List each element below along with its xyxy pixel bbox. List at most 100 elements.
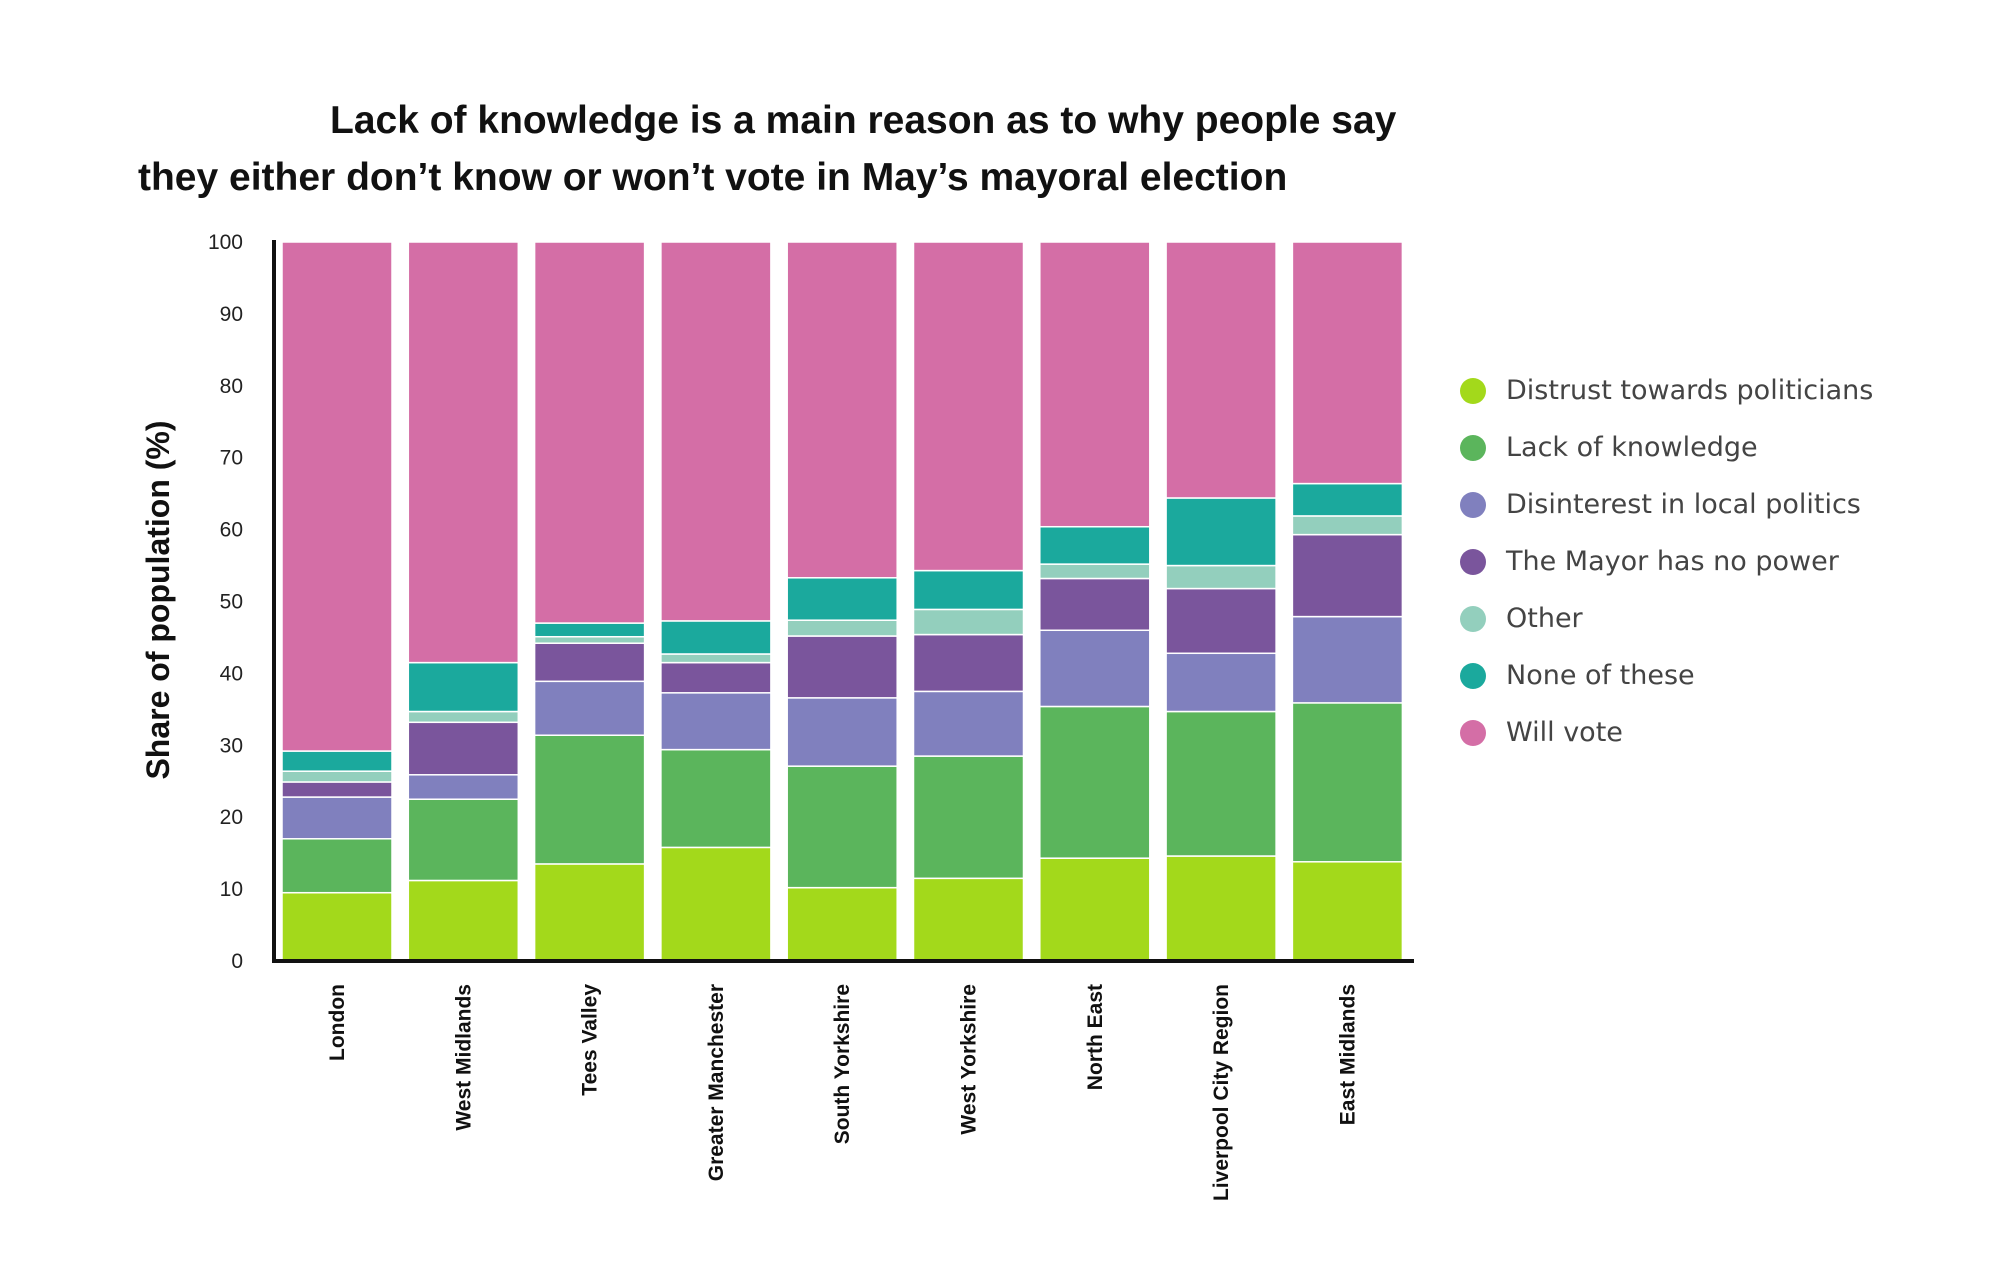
legend-item: Will vote — [1460, 704, 1873, 761]
bar-segment — [1039, 705, 1151, 859]
legend-item: Distrust towards politicians — [1460, 362, 1873, 419]
bar-segment — [407, 721, 520, 776]
bar-segment — [786, 697, 898, 767]
bar-segment — [660, 661, 772, 694]
bar-segment — [912, 755, 1025, 880]
legend-dot-icon — [1460, 491, 1486, 518]
bar-segment — [786, 241, 898, 579]
bar-segment — [533, 622, 646, 638]
x-category-label: East Midlands — [1336, 984, 1359, 1125]
chart-title: Lack of knowledge is a main reason as to… — [0, 92, 1440, 206]
legend-item: The Mayor has no power — [1460, 533, 1873, 590]
bar-segment — [533, 734, 646, 865]
y-tick-label: 10 — [220, 878, 243, 901]
bar-segment — [1165, 497, 1277, 567]
bar-segment — [407, 710, 520, 724]
bar-segment — [786, 577, 898, 621]
y-axis-label: Share of population (%) — [140, 420, 176, 779]
legend-label: Distrust towards politicians — [1506, 375, 1874, 406]
bar-segment — [407, 661, 520, 713]
bar-segment — [1039, 241, 1151, 528]
legend-label: Lack of knowledge — [1506, 432, 1758, 463]
bar-segment — [407, 241, 520, 664]
y-tick-label: 50 — [220, 591, 243, 614]
legend-dot-icon — [1460, 719, 1486, 746]
chart-title-line-2: they either don’t know or won’t vote in … — [138, 156, 1288, 199]
bar-segment — [1291, 482, 1404, 517]
y-tick-label: 40 — [220, 662, 243, 685]
y-tick-label: 0 — [231, 950, 243, 973]
x-category-labels: London West Midlands Tees Valley Greater Ma… — [326, 984, 1359, 1201]
legend-dot-icon — [1460, 662, 1486, 689]
bar-segment — [1291, 702, 1404, 863]
bar-segment — [533, 635, 646, 644]
bar-segment — [660, 692, 772, 751]
bar-segment — [533, 642, 646, 683]
y-tick-label: 70 — [220, 447, 243, 470]
bar-segment — [407, 798, 520, 882]
bar-segment — [912, 608, 1025, 636]
legend: Distrust towards politicians Lack of know… — [1460, 362, 1873, 761]
bar-segment — [281, 838, 393, 894]
legend-item: Disinterest in local politics — [1460, 476, 1873, 533]
legend-dot-icon — [1460, 434, 1486, 461]
bars-group — [281, 241, 1404, 962]
y-tick-label: 30 — [220, 734, 243, 757]
y-tick-label: 60 — [220, 519, 243, 542]
bar-segment — [533, 241, 646, 624]
x-category-label: South Yorkshire — [831, 984, 854, 1144]
bar-segment — [1165, 652, 1277, 713]
legend-label: None of these — [1506, 660, 1695, 691]
bar-segment — [660, 241, 772, 622]
y-tick-label: 90 — [220, 303, 243, 326]
legend-dot-icon — [1460, 605, 1486, 632]
bar-segment — [281, 770, 393, 783]
bar-segment — [407, 774, 520, 800]
legend-label: Disinterest in local politics — [1506, 489, 1861, 520]
bar-segment — [912, 877, 1025, 962]
y-tick-label: 100 — [208, 231, 243, 254]
legend-item: Lack of knowledge — [1460, 419, 1873, 476]
bar-segment — [1165, 855, 1277, 962]
bar-segment — [1039, 577, 1151, 632]
bar-segment — [281, 750, 393, 772]
bar-segment — [1039, 563, 1151, 580]
bar-segment — [1165, 587, 1277, 655]
bar-segment — [1291, 615, 1404, 704]
x-category-label: London — [326, 984, 349, 1061]
legend-dot-icon — [1460, 377, 1486, 404]
bar-segment — [660, 620, 772, 655]
bar-segment — [1291, 861, 1404, 962]
legend-label: Will vote — [1506, 717, 1623, 748]
x-category-label: Tees Valley — [579, 984, 602, 1096]
bar-segment — [281, 241, 393, 752]
x-category-label: West Yorkshire — [958, 984, 981, 1135]
legend-label: Other — [1506, 603, 1583, 634]
y-tick-label: 80 — [220, 375, 243, 398]
bar-segment — [660, 653, 772, 664]
bar-segment — [660, 846, 772, 962]
bar-segment — [533, 863, 646, 962]
bar-segment — [1165, 564, 1277, 590]
legend-item: Other — [1460, 590, 1873, 647]
legend-item: None of these — [1460, 647, 1873, 704]
bar-segment — [1039, 857, 1151, 962]
bar-segment — [1165, 710, 1277, 857]
bar-segment — [1039, 629, 1151, 708]
bar-segment — [912, 241, 1025, 572]
bar-segment — [1291, 533, 1404, 618]
bar-segment — [660, 748, 772, 849]
x-category-label: Liverpool City Region — [1210, 984, 1233, 1201]
bar-segment — [912, 569, 1025, 611]
bar-segment — [1291, 241, 1404, 485]
bar-segment — [407, 879, 520, 962]
bar-segment — [533, 680, 646, 736]
bar-segment — [786, 619, 898, 637]
bar-segment — [281, 891, 393, 962]
x-category-label: Greater Manchester — [705, 984, 728, 1181]
legend-label: The Mayor has no power — [1506, 546, 1839, 577]
bar-segment — [1165, 241, 1277, 499]
bar-segment — [281, 781, 393, 798]
bar-segment — [281, 796, 393, 840]
